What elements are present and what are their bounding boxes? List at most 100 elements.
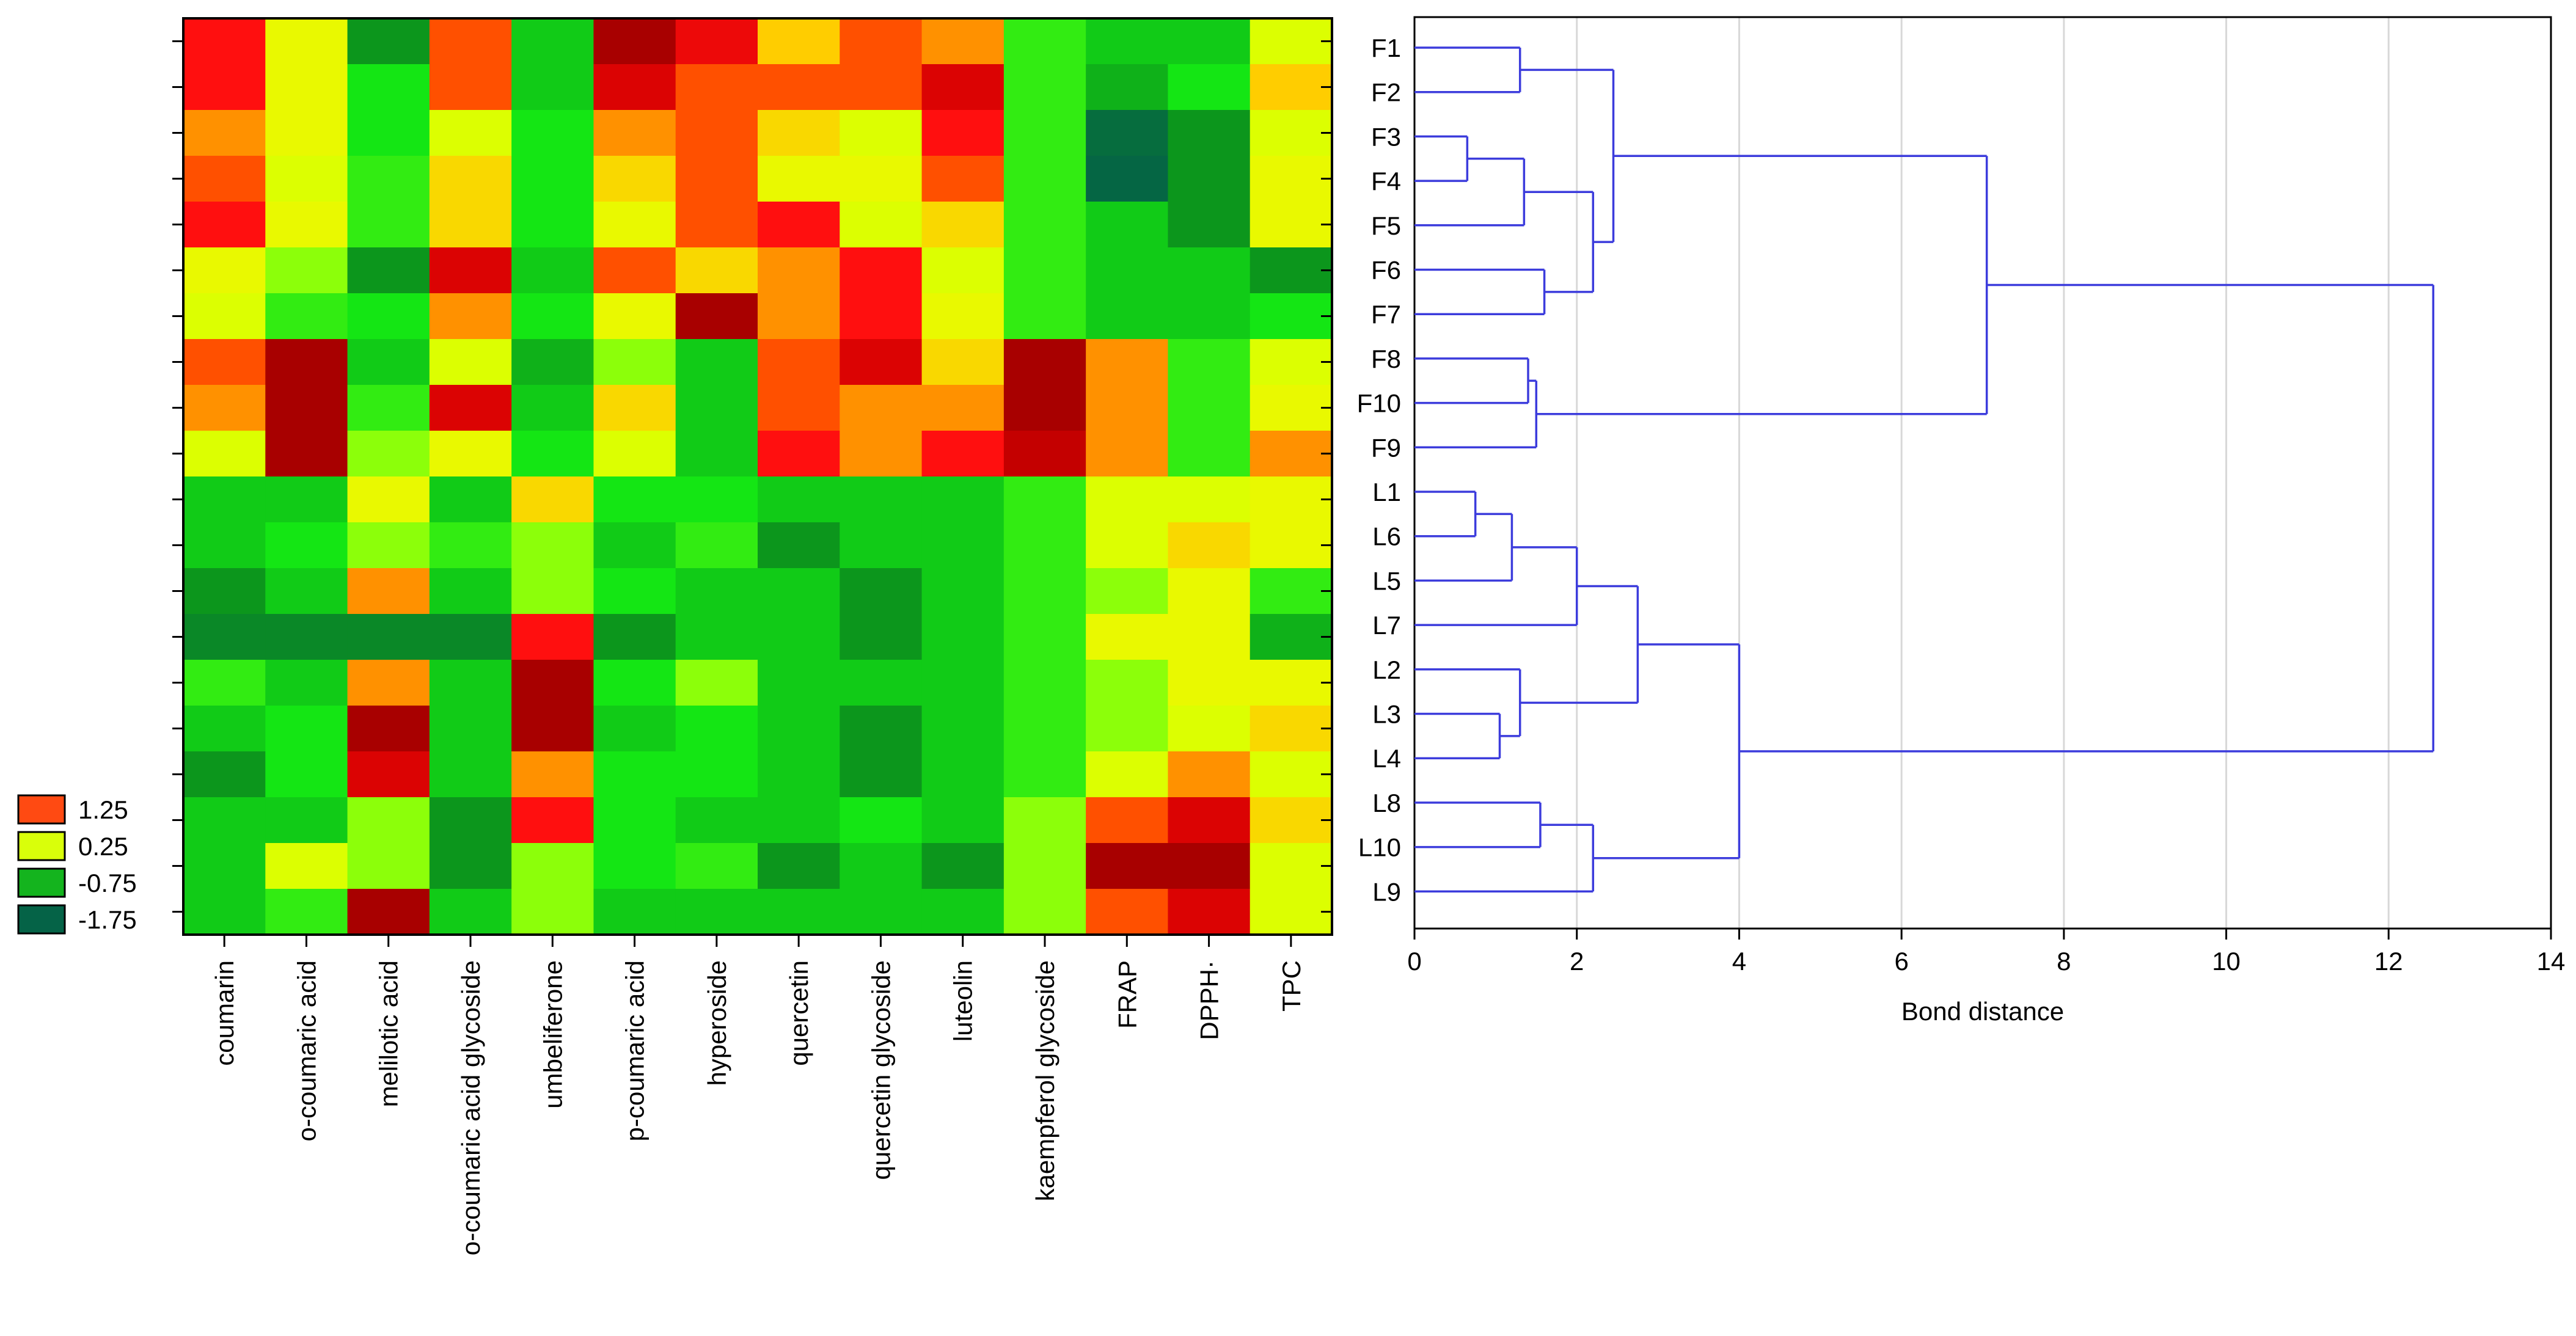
heatmap-cell — [183, 751, 266, 798]
heatmap-cell — [758, 202, 840, 248]
heatmap-cell — [758, 339, 840, 385]
leaf-label-f4: F4 — [1371, 167, 1401, 195]
heatmap-cell — [429, 339, 512, 385]
heatmap-cell — [675, 64, 758, 111]
dendrogram-x-tick-labels: 0 2 4 6 8 10 12 14 — [1407, 947, 2565, 976]
heatmap-cell — [1250, 614, 1333, 660]
heatmap-cell — [511, 385, 595, 431]
heatmap-cell — [1003, 110, 1086, 156]
x-tick-label-14: 14 — [2537, 947, 2566, 976]
heatmap-cell — [758, 385, 840, 431]
heatmap-cell — [265, 568, 348, 615]
heatmap-cell — [511, 660, 595, 706]
heatmap-cell — [347, 385, 430, 431]
heatmap-cell — [1086, 431, 1169, 477]
heatmap-cell — [675, 614, 758, 660]
heatmap-cell — [593, 568, 676, 615]
legend-label-4: -1.75 — [78, 905, 137, 934]
heatmap-cell — [921, 706, 1004, 752]
col-label-kaempferol-glycoside: kaempferol glycoside — [1031, 960, 1059, 1202]
heatmap-cell — [265, 18, 348, 65]
heatmap-cell — [921, 889, 1004, 935]
heatmap-cell — [593, 385, 676, 431]
heatmap-cell — [1250, 339, 1333, 385]
heatmap-cell — [265, 156, 348, 202]
heatmap-cell — [183, 64, 266, 111]
heatmap-cell — [593, 660, 676, 706]
heatmap-cell — [593, 889, 676, 935]
heatmap-cell — [1250, 202, 1333, 248]
heatmap-cell — [347, 156, 430, 202]
heatmap-cell — [1250, 156, 1333, 202]
heatmap-cell — [347, 431, 430, 477]
heatmap-cell — [183, 431, 266, 477]
x-tick-label-8: 8 — [2057, 947, 2071, 976]
heatmap-cell — [593, 431, 676, 477]
col-label-p-coumaric-acid: p-coumaric acid — [621, 960, 649, 1141]
heatmap-cell — [511, 706, 595, 752]
heatmap-cell — [1086, 568, 1169, 615]
heatmap-cell — [265, 706, 348, 752]
heatmap-cell — [1250, 706, 1333, 752]
heatmap-cell — [921, 339, 1004, 385]
heatmap-cell — [265, 751, 348, 798]
heatmap-cell — [511, 522, 595, 569]
heatmap-cell — [1086, 202, 1169, 248]
heatmap-cell — [429, 568, 512, 615]
heatmap-cell — [1250, 18, 1333, 65]
heatmap-cell — [429, 843, 512, 889]
heatmap-cell — [1086, 64, 1169, 111]
heatmap-cell — [429, 660, 512, 706]
heatmap-cell — [921, 568, 1004, 615]
heatmap-cell — [593, 843, 676, 889]
heatmap-cell — [347, 293, 430, 340]
heatmap-cell — [840, 110, 923, 156]
heatmap-cell — [758, 247, 840, 294]
heatmap-cell — [1168, 64, 1251, 111]
heatmap-cell — [675, 156, 758, 202]
heatmap-cell — [183, 706, 266, 752]
heatmap-cell — [675, 522, 758, 569]
legend-swatch-4 — [17, 904, 66, 935]
heatmap-cell — [265, 202, 348, 248]
heatmap-cell — [1003, 156, 1086, 202]
heatmap-cell — [265, 64, 348, 111]
heatmap-cell — [265, 476, 348, 523]
heatmap-cell — [429, 247, 512, 294]
col-label-o-coumaric-acid: o-coumaric acid — [292, 960, 321, 1141]
heatmap-cell — [511, 889, 595, 935]
heatmap-cell — [1086, 476, 1169, 523]
leaf-label-f7: F7 — [1371, 300, 1401, 329]
heatmap-cell — [675, 385, 758, 431]
heatmap-cell — [921, 522, 1004, 569]
heatmap-cell — [183, 293, 266, 340]
heatmap-cell — [840, 476, 923, 523]
heatmap-cell — [758, 18, 840, 65]
heatmap-cell — [840, 706, 923, 752]
heatmap-cell — [675, 110, 758, 156]
heatmap-cell — [840, 385, 923, 431]
heatmap-cell — [1086, 339, 1169, 385]
heatmap-cell — [347, 751, 430, 798]
heatmap-cell — [758, 568, 840, 615]
heatmap-cell — [511, 293, 595, 340]
heatmap-cell — [1250, 751, 1333, 798]
col-label-hyperoside: hyperoside — [703, 960, 731, 1086]
heatmap-cell — [1086, 843, 1169, 889]
heatmap-cell — [1003, 568, 1086, 615]
heatmap-cell — [758, 431, 840, 477]
heatmap-cell — [1003, 18, 1086, 65]
heatmap-cell — [593, 797, 676, 844]
dendrogram-x-axis-label: Bond distance — [1901, 997, 2064, 1026]
leaf-label-f2: F2 — [1371, 78, 1401, 107]
heatmap-cell — [265, 797, 348, 844]
heatmap-cell — [840, 660, 923, 706]
heatmap-cell — [265, 522, 348, 569]
legend-swatch-2 — [17, 831, 66, 861]
leaf-label-l9: L9 — [1372, 877, 1401, 906]
heatmap-cell — [1003, 522, 1086, 569]
heatmap-cell — [265, 889, 348, 935]
heatmap-cell — [429, 293, 512, 340]
heatmap-cell — [265, 247, 348, 294]
